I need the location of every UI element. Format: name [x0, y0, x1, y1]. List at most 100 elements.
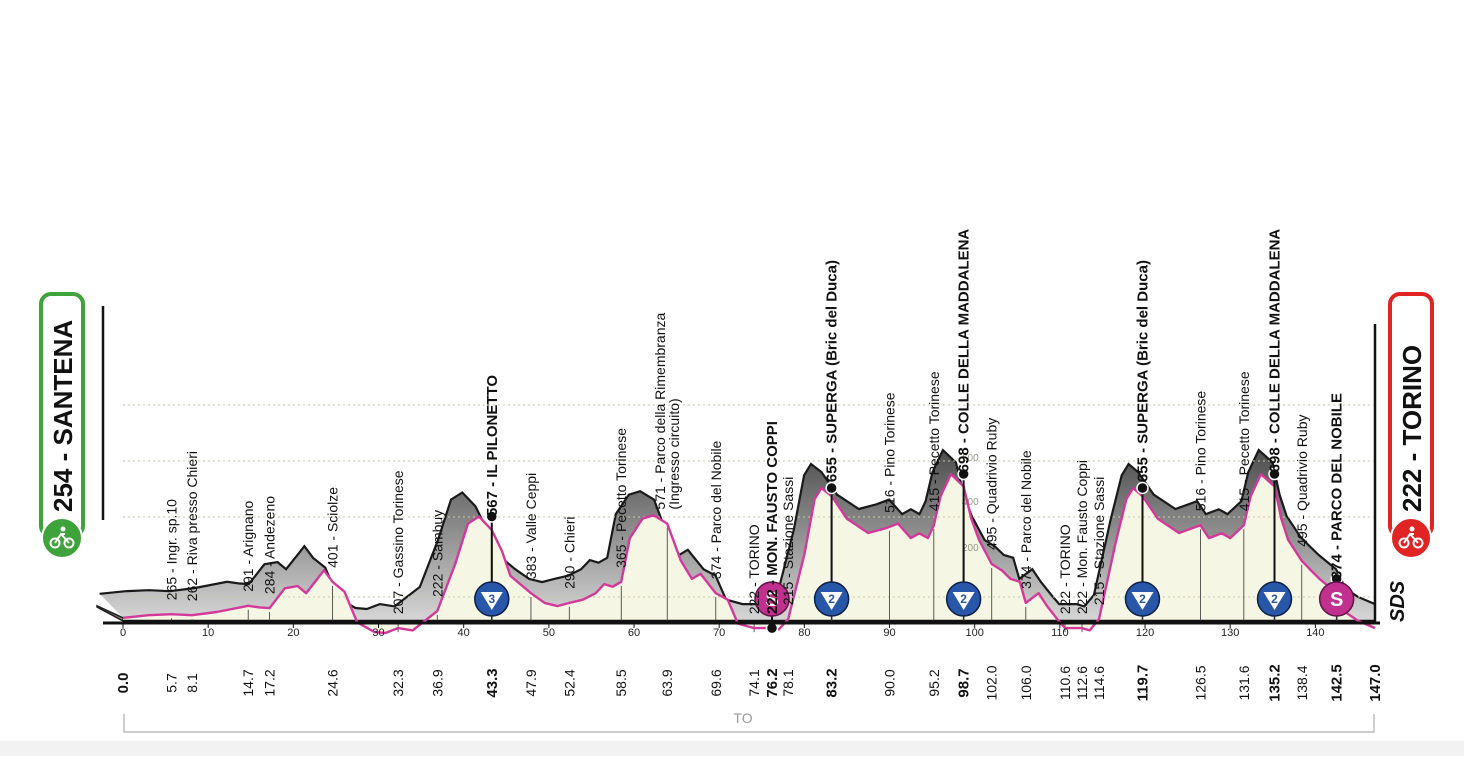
- climb-summit-dot: [1136, 481, 1149, 495]
- km-marker-label: 95.2: [926, 669, 942, 696]
- place-label: 290 - Chieri: [561, 517, 577, 589]
- km-marker-label: 52.4: [561, 669, 577, 696]
- altitude-tick-label: 200: [962, 543, 979, 554]
- place-label: 383 - Valle Ceppi: [523, 473, 539, 579]
- finish-label: 222 - TORINO: [1397, 345, 1427, 512]
- place-label: 207 - Gassino Torinese: [390, 470, 406, 614]
- km-marker-label: 119.7: [1134, 665, 1151, 702]
- km-axis-tick-label: 30: [372, 627, 384, 639]
- km-marker-label: 106.0: [1018, 665, 1034, 700]
- climb-category-label: 2: [1139, 592, 1146, 606]
- km-marker-label: 32.3: [390, 669, 406, 696]
- km-marker-label: 114.6: [1091, 666, 1107, 700]
- bottom-bar: [0, 741, 1464, 756]
- altitude-tick-label: 400: [962, 497, 979, 508]
- km-marker-label: 112.6: [1074, 666, 1090, 700]
- km-marker-label: 131.6: [1236, 665, 1252, 700]
- place-label: 215 - Stazione Sassi: [1091, 477, 1107, 605]
- place-label: 262 - Riva presso Chieri: [184, 451, 200, 601]
- place-label: 698 - COLLE DELLA MADDALENA: [1266, 229, 1283, 473]
- climb-triangle-icon: [952, 592, 975, 610]
- place-label: 655 - SUPERGA (Bric del Duca): [824, 260, 841, 482]
- km-marker-label: 0.0: [115, 673, 132, 694]
- place-label: 291 - Arignano: [240, 501, 256, 592]
- finish-bike-wheel-icon: [1412, 537, 1424, 549]
- place-label: 365 - Pecetto Torinese: [613, 428, 629, 568]
- finish-bike-wheel-icon: [1398, 537, 1410, 549]
- climb-category-label: 3: [488, 592, 495, 606]
- km-marker-label: 63.9: [659, 669, 675, 696]
- km-marker-label: 142.5: [1329, 664, 1346, 702]
- place-label: 265 - Ingr. sp.10: [164, 499, 180, 600]
- climb-summit-dot: [825, 481, 838, 495]
- climb-triangle-icon: [480, 592, 503, 610]
- place-label: 222 - MON. FAUSTO COPPI: [764, 421, 781, 614]
- climb-triangle-icon: [1263, 592, 1286, 610]
- start-bike-frame-icon: [54, 532, 70, 544]
- km-marker-label: 98.7: [956, 668, 973, 697]
- finish-bike-icon: [1390, 517, 1432, 559]
- place-label: 516 - Pino Torinese: [882, 392, 898, 513]
- km-marker-label: 36.9: [429, 669, 445, 696]
- place-label: 284 - Andezeno: [261, 496, 277, 594]
- start-finish-layer: 254 - SANTENA 222 - TORINO: [39, 292, 1434, 623]
- place-label: 401 - Sciolze: [325, 487, 341, 568]
- km-marker-label: 78.1: [780, 669, 796, 696]
- climb-summit-dot: [957, 467, 970, 481]
- relief-ridge-line: [99, 448, 1376, 611]
- place-label: 571 - Parco della Rimembranza: [652, 313, 668, 510]
- span-bracket: [123, 714, 1375, 733]
- place-label: 222 - Mon. Fausto Coppi: [1074, 460, 1090, 614]
- km-marker-label: 90.0: [882, 669, 898, 696]
- start-label: 254 - SANTENA: [48, 320, 78, 512]
- km-marker-label: 5.7: [164, 673, 180, 693]
- place-label: 374 - PARCO DEL NOBILE: [1329, 393, 1346, 579]
- place-label: 567 - IL PILONETTO: [484, 375, 501, 516]
- span-label-bg: [728, 708, 758, 728]
- climb-summit-dot: [485, 510, 499, 523]
- finish-rider-icon: [1409, 526, 1415, 532]
- km-marker-label: 110.6: [1057, 666, 1073, 700]
- km-axis-tick-label: 80: [798, 627, 810, 639]
- place-label: 222 - Sambuy: [429, 510, 445, 597]
- place-label: 698 - COLLE DELLA MADDALENA: [956, 229, 973, 473]
- km-axis-tick-label: 50: [543, 627, 555, 639]
- sprint-badge: [1318, 581, 1355, 617]
- sds-logo: SDS: [1387, 580, 1409, 622]
- place-label: 374 - Parco del Nobile: [708, 440, 724, 579]
- place-label: (Ingresso circuito): [666, 398, 682, 509]
- profile-line: [122, 472, 1376, 635]
- climb-category-label: 2: [1271, 592, 1278, 606]
- place-label: 516 - Pino Torinese: [1192, 391, 1208, 512]
- sprint-badge: [754, 581, 790, 617]
- km-axis-tick-label: 90: [883, 627, 895, 639]
- km-marker-label: 43.3: [484, 668, 501, 697]
- altitude-tick-label: 600: [962, 453, 979, 464]
- place-label: 495 - Quadrivio Ruby: [1294, 415, 1310, 547]
- finish-bike-frame-icon: [1403, 532, 1419, 544]
- km-marker-label: 17.2: [261, 669, 277, 696]
- km-marker-label: 126.5: [1192, 665, 1208, 700]
- place-label: 222 - TORINO: [746, 524, 762, 614]
- km-axis-tick-label: 40: [458, 627, 470, 639]
- place-label: 215 - Stazione Sassi: [780, 477, 796, 605]
- km-axis-tick-label: 60: [628, 627, 640, 639]
- km-marker-label: 58.5: [613, 669, 629, 696]
- km-axis-tick-label: 140: [1306, 627, 1324, 639]
- km-axis-tick-label: 100: [966, 627, 984, 639]
- km-axis-tick-label: 110: [1051, 627, 1069, 639]
- km-axis-tick-label: 10: [202, 627, 214, 639]
- km-marker-label: 76.2: [764, 668, 781, 697]
- km-axis-tick-label: 0: [120, 627, 126, 639]
- place-label: 374 - Parco del Nobile: [1018, 450, 1034, 589]
- place-label: 415 - Pecetto Torinese: [1236, 371, 1252, 511]
- span-label: TO: [733, 710, 752, 726]
- place-label: 415 - Pecetto Torinese: [926, 371, 942, 511]
- place-label: 222 - TORINO: [1057, 524, 1073, 614]
- misc-layer: SDS TO: [123, 580, 1409, 733]
- km-marker-label: 8.1: [184, 673, 200, 693]
- km-marker-label: 102.0: [984, 665, 1000, 700]
- profile-line-layer: [122, 472, 1376, 635]
- place-label: 495 - Quadrivio Ruby: [984, 418, 1000, 550]
- km-marker-label: 69.6: [708, 669, 724, 696]
